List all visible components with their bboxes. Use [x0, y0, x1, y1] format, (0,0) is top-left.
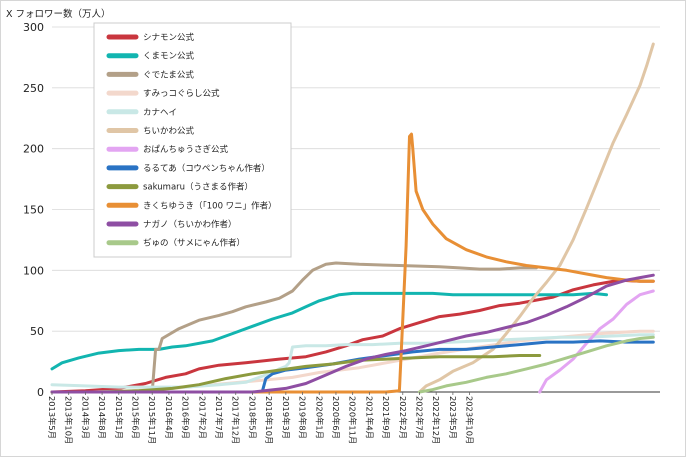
- x-tick-label: 2015年1月: [114, 396, 124, 439]
- x-tick-label: 2019年3月: [281, 396, 291, 439]
- legend-label: ぢゅの（サメにゃん作者）: [143, 238, 245, 249]
- legend-label: ちいかわ公式: [143, 126, 195, 137]
- series-line-9: [50, 354, 542, 394]
- series-line-12: [418, 335, 655, 394]
- legend-label: シナモン公式: [143, 32, 195, 43]
- y-tick-label: 150: [23, 204, 44, 217]
- x-tick-label: 2020年1月: [314, 396, 324, 439]
- x-tick-label: 2015年6月: [131, 396, 141, 439]
- legend-label: カナヘイ: [143, 108, 177, 118]
- x-tick-label: 2022年12月: [431, 396, 441, 444]
- x-tick-label: 2017年7月: [214, 396, 224, 439]
- legend: シナモン公式くまモン公式ぐでたま公式すみっコぐらし公式カナヘイちいかわ公式おぱん…: [93, 22, 292, 258]
- legend-label: きくちゆうき（「100 ワニ」作者）: [143, 200, 277, 211]
- x-tick-label: 2014年3月: [80, 396, 90, 439]
- legend-label: くまモン公式: [143, 51, 195, 62]
- x-tick-label: 2017年2月: [197, 396, 207, 439]
- legend-label: るるてあ（コウペンちゃん作者）: [143, 163, 270, 174]
- x-tick-label: 2023年10月: [465, 396, 475, 444]
- legend-label: ナガノ（ちいかわ作者）: [143, 219, 237, 230]
- x-tick-label: 2015年11月: [147, 396, 157, 444]
- x-tick-label: 2020年6月: [331, 396, 341, 439]
- x-tick-label: 2018年5月: [247, 396, 257, 439]
- x-tick-label: 2014年8月: [97, 396, 107, 439]
- y-tick-label: 50: [30, 325, 44, 338]
- series-lines: [50, 42, 655, 394]
- series-line-7: [538, 289, 655, 394]
- legend-label: すみっコぐらし公式: [143, 88, 220, 99]
- y-tick-label: 250: [23, 82, 44, 95]
- x-tick-label: 2018年10月: [264, 396, 274, 444]
- x-tick-label: 2016年9月: [181, 396, 191, 439]
- x-tick-label: 2020年11月: [348, 396, 358, 444]
- series-line-10: [50, 132, 655, 394]
- x-tick-label: 2017年12月: [231, 396, 241, 444]
- x-tick-label: 2023年5月: [448, 396, 458, 439]
- y-axis-title: X フォロワー数（万人）: [6, 8, 111, 20]
- x-tick-label: 2021年4月: [364, 396, 374, 439]
- series-line-1: [50, 278, 655, 394]
- legend-box: [93, 22, 292, 258]
- x-tick-label: 2021年9月: [381, 396, 391, 439]
- series-line-2: [50, 291, 608, 371]
- legend-label: おぱんちゅうさぎ公式: [143, 144, 229, 155]
- series-line-5: [50, 333, 655, 389]
- series-line-11: [50, 273, 655, 394]
- y-tick-label: 100: [23, 264, 44, 277]
- x-tick-label: 2016年4月: [164, 396, 174, 439]
- series-line-3: [150, 261, 538, 394]
- y-tick-label: 200: [23, 143, 44, 156]
- axes: 0 50 100 150 200 250 300 2013年5月 2013年10月 2014年3月…: [23, 21, 475, 444]
- legend-label: ぐでたま公式: [143, 69, 194, 80]
- y-tick-label: 0: [37, 386, 44, 399]
- x-tick-label: 2013年5月: [47, 396, 57, 439]
- x-tick-label: 2022年2月: [398, 396, 408, 439]
- x-tick-label: 2019年8月: [298, 396, 308, 439]
- x-tick-label: 2022年7月: [414, 396, 424, 439]
- series-line-6: [418, 42, 655, 394]
- legend-label: sakumaru（うさまる作者）: [143, 182, 253, 193]
- x-tick-label: 2013年10月: [64, 396, 74, 444]
- y-tick-label: 300: [23, 21, 44, 34]
